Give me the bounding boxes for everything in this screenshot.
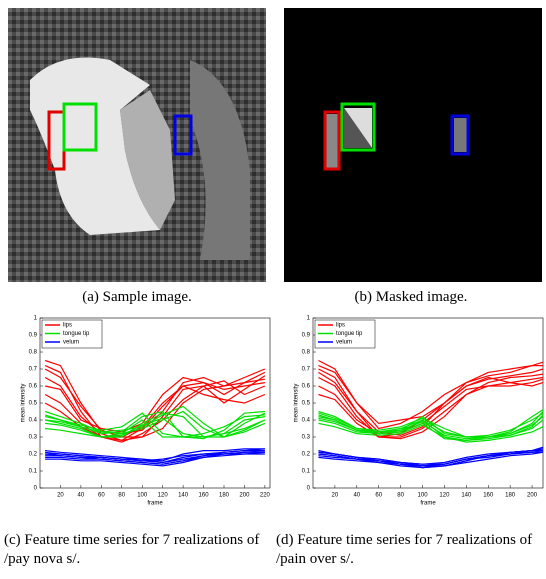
x-tick-label: 120: [439, 493, 450, 499]
x-tick-label: 20: [57, 493, 64, 499]
series-line: [318, 361, 544, 436]
y-tick-label: 0.9: [29, 333, 38, 339]
caption: (a) Sample image.: [82, 289, 192, 305]
x-tick-label: 180: [505, 493, 516, 499]
x-tick-label: 140: [461, 493, 472, 499]
caption: (c) Feature time series for 7 realizatio…: [4, 532, 260, 567]
series-line: [44, 412, 266, 438]
y-tick-label: 1: [34, 316, 38, 322]
y-tick-label: 0.5: [29, 401, 38, 407]
series-line: [318, 412, 544, 438]
x-tick-label: 140: [178, 493, 189, 499]
y-tick-label: 0.7: [302, 367, 311, 373]
series-line: [45, 417, 266, 438]
series-line: [45, 414, 265, 438]
sample-image: [8, 8, 266, 282]
y-tick-label: 0.9: [302, 333, 311, 339]
legend-label: lips: [336, 323, 345, 329]
x-tick-label: 60: [98, 493, 105, 499]
legend-label: tongue tip: [63, 331, 90, 337]
x-tick-label: 180: [219, 493, 230, 499]
series-line: [45, 451, 265, 465]
y-tick-label: 0.1: [302, 469, 311, 475]
x-tick-label: 160: [483, 493, 494, 499]
series-line: [318, 422, 544, 443]
series-line: [44, 368, 265, 438]
legend-label: velum: [63, 340, 79, 346]
y-tick-label: 0.7: [29, 367, 38, 373]
y-tick-label: 0.4: [302, 418, 311, 424]
y-tick-label: 0.2: [302, 452, 311, 458]
y-tick-label: 0: [307, 486, 311, 492]
y-tick-label: 0.2: [29, 452, 38, 458]
y-tick-label: 0.8: [29, 350, 38, 356]
y-tick-label: 0.3: [29, 435, 38, 441]
y-tick-label: 0.6: [302, 384, 311, 390]
series-line: [44, 365, 266, 438]
x-tick-label: 100: [137, 493, 148, 499]
y-tick-label: 0: [34, 486, 38, 492]
caption: (b) Masked image.: [354, 289, 468, 305]
series-line: [44, 410, 265, 440]
series-line: [45, 453, 265, 467]
x-tick-label: 40: [353, 493, 360, 499]
x-tick-label: 60: [375, 493, 382, 499]
x-tick-label: 160: [199, 493, 210, 499]
series-line: [45, 448, 265, 464]
x-tick-label: 100: [418, 493, 429, 499]
x-tick-label: 20: [332, 493, 339, 499]
x-axis-label: frame: [147, 501, 163, 507]
x-tick-label: 80: [397, 493, 404, 499]
y-tick-label: 1: [307, 316, 311, 322]
series-line: [318, 376, 544, 440]
y-tick-label: 0.5: [302, 401, 311, 407]
legend-label: tongue tip: [336, 331, 363, 337]
y-tick-label: 0.4: [29, 418, 38, 424]
y-axis-label: mean intensity: [294, 384, 300, 423]
y-tick-label: 0.8: [302, 350, 311, 356]
x-tick-label: 40: [78, 493, 85, 499]
x-tick-label: 220: [260, 493, 271, 499]
x-tick-label: 80: [118, 493, 125, 499]
y-tick-label: 0.6: [29, 384, 38, 390]
series-line: [44, 376, 265, 433]
y-tick-label: 0.3: [302, 435, 311, 441]
series-line: [318, 365, 544, 425]
series-line: [45, 410, 266, 438]
legend-label: lips: [63, 323, 72, 329]
legend-label: velum: [336, 340, 352, 346]
y-axis-label: mean intensity: [21, 384, 27, 423]
x-tick-label: 200: [239, 493, 250, 499]
y-tick-label: 0.1: [29, 469, 38, 475]
x-tick-label: 200: [527, 493, 538, 499]
series-line: [318, 414, 544, 438]
caption: (d) Feature time series for 7 realizatio…: [276, 532, 533, 567]
series-line: [318, 373, 544, 438]
series-line: [318, 451, 544, 469]
masked-image: [284, 8, 542, 282]
series-line: [318, 446, 544, 465]
series-line: [44, 380, 266, 443]
x-axis-label: frame: [420, 501, 436, 507]
x-tick-label: 120: [158, 493, 169, 499]
